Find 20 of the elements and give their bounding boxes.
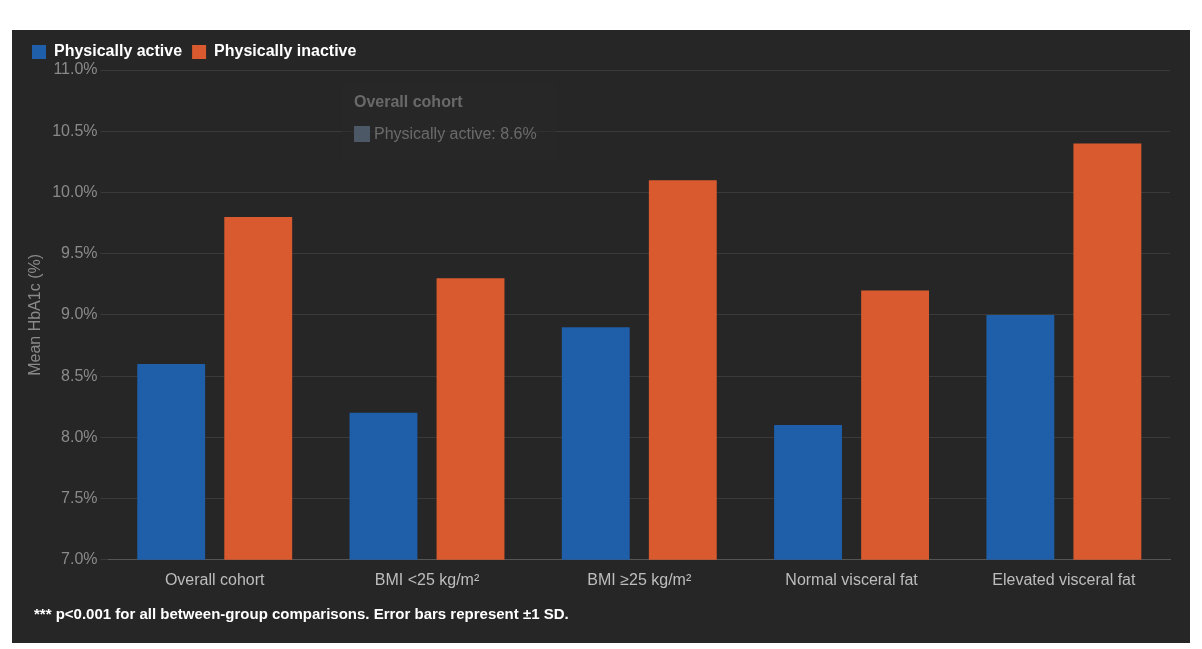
y-tick-label: 9.5%	[61, 244, 98, 262]
text: *** p<0.001 for all between-group comparisons. Error bars represent ±1 SD.	[34, 605, 569, 623]
y-tick-label: 7.5%	[61, 488, 98, 506]
y-tick-label: 7.0%	[61, 550, 98, 568]
x-tick-label: BMI ≥25 kg/m²	[587, 570, 692, 588]
legend-label: Physically active	[54, 42, 183, 60]
annotation: Overall cohort	[354, 92, 464, 110]
x-tick-label: BMI <25 kg/m²	[374, 570, 480, 588]
y-tick-label: 9.0%	[61, 305, 98, 323]
legend-label: Physically inactive	[214, 42, 357, 60]
y-tick-label: 8.0%	[61, 427, 98, 445]
x-tick-label: Overall cohort	[164, 570, 266, 588]
y-tick-label: 11.0%	[53, 60, 98, 78]
x-tick-label: Normal visceral fat	[785, 570, 919, 588]
y-tick-label: 8.5%	[61, 366, 98, 384]
x-tick-label: Elevated visceral fat	[992, 570, 1136, 588]
y-tick-label: 10.0%	[52, 182, 98, 200]
annotation: Physically active: 8.6%	[374, 124, 537, 142]
y-tick-label: 10.5%	[52, 121, 98, 139]
y-axis-title: Mean HbA1c (%)	[26, 253, 44, 376]
